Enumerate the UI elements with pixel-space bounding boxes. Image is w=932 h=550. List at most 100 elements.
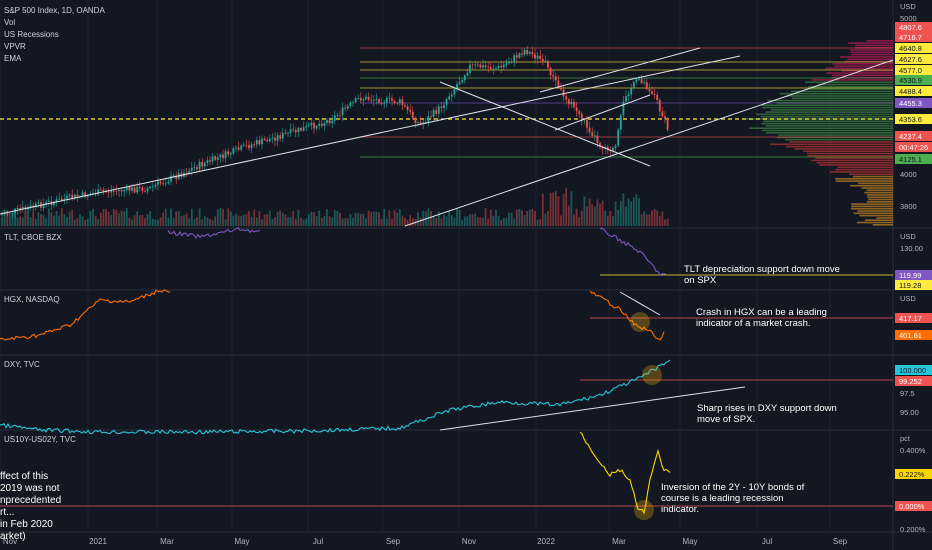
spx-candle [588,127,591,133]
spx-candle [47,201,50,202]
axis-unit: USD [900,232,916,241]
volume-bar [66,216,68,226]
volume-bar [619,200,622,226]
trendline [404,59,894,227]
volume-bar [471,214,474,226]
indicator-vpvr[interactable]: VPVR [4,42,26,51]
vpvr-bar [762,129,893,132]
vpvr-bar [853,212,893,215]
volume-bar [453,217,456,226]
volume-bar [336,210,339,226]
spx-candle [76,194,79,197]
tlt-annotation-line: on SPX [684,275,717,286]
volume-bar [469,214,471,226]
spx-candle [591,132,594,137]
spx-candle [599,143,601,147]
volume-bar [583,196,586,226]
volume-bar [508,212,510,226]
volume-bar [92,208,94,226]
tlt-price-label-box [895,270,932,280]
spx-candle [1,214,3,216]
volume-bar [505,217,508,226]
volume-bar [19,216,22,226]
volume-bar [206,217,209,226]
vpvr-bar [825,67,893,70]
spx-candle [172,175,175,177]
spx-candle [440,106,443,108]
spx-candle [271,137,274,139]
spx-candle [190,167,193,171]
volume-bar [500,219,503,226]
volume-bar [404,217,406,226]
spx-candle [320,123,323,127]
vpvr-bar [826,72,893,74]
spx-candle [458,82,461,85]
vpvr-bar [840,56,893,58]
volume-bar [118,213,120,226]
spx-candle [219,154,222,158]
x-tick-label: Jul [313,537,323,546]
spx-candle [424,122,427,123]
spx-price-label: 4577.0 [899,66,922,75]
spx-candle [331,120,334,124]
indicator-vol[interactable]: Vol [4,18,16,27]
volume-bar [427,208,430,226]
spx-candle [289,129,292,133]
volume-bar [536,219,539,226]
spx-candle [469,64,471,73]
spx-price-label: 4627.6 [899,55,922,64]
volume-bar [474,213,477,226]
volume-bar [242,215,245,226]
spx-candle [596,135,599,144]
yield-annotation-line: Inversion of the 2Y - 10Y bonds of [661,482,805,493]
spx-candle [630,88,633,95]
volume-bar [541,193,544,226]
volume-bar [664,219,666,226]
volume-bar [297,209,300,226]
volume-bar [68,211,71,226]
spx-candle [250,144,253,149]
vpvr-bar [849,173,893,175]
volume-bar [604,210,607,226]
vpvr-bar [837,166,893,169]
volume-bar [222,209,224,226]
volume-bar [445,216,448,226]
volume-bar [58,215,61,226]
volume-bar [531,208,534,226]
volume-bar [430,210,432,226]
volume-bar [383,208,386,226]
volume-bar [534,210,536,226]
vpvr-bar [807,155,893,157]
dxy-line [0,359,671,435]
volume-bar [162,212,165,226]
spx-candle [518,53,521,58]
spx-candle [307,125,310,127]
volume-bar [547,211,549,226]
spx-price-label-box [895,65,932,75]
spx-candle [450,94,453,97]
indicator-ema[interactable]: EMA [4,54,22,63]
indicator-recessions[interactable]: US Recessions [4,30,59,39]
spx-candle [409,110,412,112]
spx-candle [58,198,61,200]
spx-candle [419,122,422,124]
spx-candle [71,194,74,199]
trendline [554,94,651,131]
spx-candle [544,60,547,62]
volume-bar [601,200,604,226]
volume-bar [367,210,370,226]
volume-bar [502,218,505,226]
volume-bar [29,217,32,226]
volume-bar [248,211,250,226]
side-annotation-line: rt... [0,507,15,518]
spx-candle [196,167,198,170]
volume-bar [359,213,362,226]
volume-bar [255,217,258,226]
spx-candle [328,120,331,124]
volume-bar [284,214,287,226]
spx-candle [6,213,9,215]
volume-bar [570,191,573,226]
axis-unit: pct [900,434,911,443]
spx-candle [175,175,178,179]
